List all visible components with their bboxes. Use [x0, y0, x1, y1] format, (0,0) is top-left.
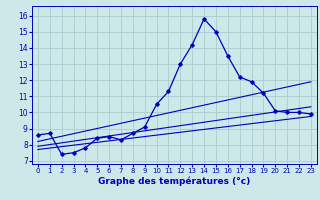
X-axis label: Graphe des températures (°c): Graphe des températures (°c): [98, 177, 251, 186]
